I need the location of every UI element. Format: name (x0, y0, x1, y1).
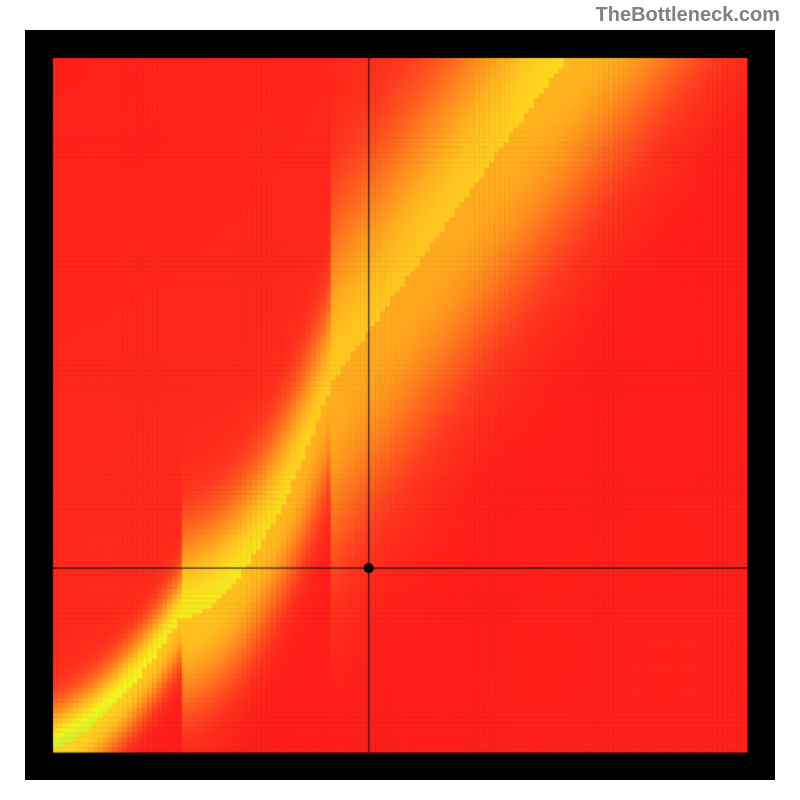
heatmap-canvas (25, 30, 775, 780)
watermark-text: TheBottleneck.com (596, 4, 780, 27)
chart-container: TheBottleneck.com (0, 0, 800, 800)
heatmap-plot-frame (25, 30, 775, 780)
